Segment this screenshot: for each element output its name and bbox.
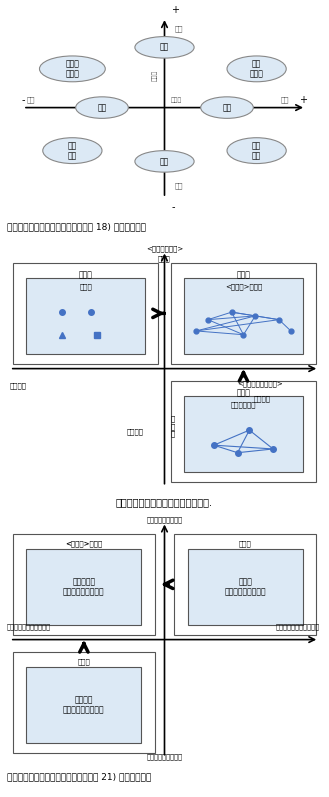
Text: -: - — [21, 96, 25, 105]
FancyBboxPatch shape — [171, 263, 316, 363]
Text: 公共性: 公共性 — [78, 658, 90, 665]
Text: 「相互理解」を重視: 「相互理解」を重視 — [146, 516, 183, 523]
Text: 従来の共同性: 従来の共同性 — [231, 401, 256, 408]
Ellipse shape — [227, 138, 286, 163]
Text: 移住型: 移住型 — [237, 271, 250, 280]
Text: 儀礼的
無関心: 儀礼的 無関心 — [65, 59, 79, 79]
Ellipse shape — [76, 97, 128, 119]
Text: 「組織の結束力」を重視: 「組織の結束力」を重視 — [275, 623, 319, 630]
FancyBboxPatch shape — [171, 381, 316, 481]
FancyBboxPatch shape — [184, 278, 303, 354]
Text: <コミュニティ>: <コミュニティ> — [146, 245, 183, 252]
Text: 緊密な
コミュニケーション: 緊密な コミュニケーション — [224, 577, 266, 597]
Text: +: + — [299, 96, 307, 105]
Text: 共存
共同性: 共存 共同性 — [250, 59, 264, 79]
Text: +: + — [171, 5, 179, 15]
Text: 理論軸: 理論軸 — [152, 69, 158, 81]
Text: 農村型: 農村型 — [237, 389, 250, 398]
Ellipse shape — [39, 56, 105, 82]
Text: 空間的軸: 空間的軸 — [126, 428, 143, 434]
Text: <共創的>共同性: <共創的>共同性 — [65, 540, 103, 547]
Text: 地域志向: 地域志向 — [253, 395, 270, 402]
Ellipse shape — [227, 56, 286, 82]
Text: 個人志向: 個人志向 — [10, 383, 27, 390]
Text: 同化
圧力: 同化 圧力 — [252, 141, 261, 160]
FancyBboxPatch shape — [26, 667, 141, 743]
Ellipse shape — [43, 138, 102, 163]
Text: 公共性: 公共性 — [79, 283, 92, 290]
FancyBboxPatch shape — [13, 263, 158, 363]
Text: 図３　組織のダイアローグとの関連図 21) （一部加筆）: 図３ 組織のダイアローグとの関連図 21) （一部加筆） — [7, 772, 151, 782]
Ellipse shape — [135, 151, 194, 172]
Ellipse shape — [201, 97, 253, 119]
Text: 尊敬: 尊敬 — [160, 43, 169, 52]
Text: 無視: 無視 — [97, 103, 107, 112]
FancyBboxPatch shape — [13, 652, 155, 752]
Text: 創発性: 創発性 — [158, 256, 171, 262]
Text: 効率的な
コミュニケーション: 効率的な コミュニケーション — [63, 695, 105, 715]
FancyBboxPatch shape — [13, 534, 155, 634]
Text: 図２　移住型コミュニティの概念図.: 図２ 移住型コミュニティの概念図. — [116, 497, 213, 507]
Text: 対立
分断: 対立 分断 — [68, 141, 77, 160]
Text: <アソシエーション>: <アソシエーション> — [237, 380, 283, 387]
Text: 「個人の主体性」を重視: 「個人の主体性」を重視 — [7, 623, 51, 630]
FancyBboxPatch shape — [26, 549, 141, 625]
Text: 軽蔑: 軽蔑 — [174, 183, 183, 190]
Text: 尊重: 尊重 — [174, 26, 183, 33]
Text: 感情軸: 感情軸 — [171, 98, 182, 104]
Text: 図１　心理状態と行動に関する考察 18) （一部加筆）: 図１ 心理状態と行動に関する考察 18) （一部加筆） — [7, 222, 145, 232]
Ellipse shape — [135, 37, 194, 58]
Text: オープンな
コミュニケーション: オープンな コミュニケーション — [63, 577, 105, 597]
Text: 都市型: 都市型 — [79, 271, 92, 280]
Text: 共同性: 共同性 — [239, 540, 251, 547]
Text: 「情報伝達」を重視: 「情報伝達」を重視 — [146, 753, 183, 760]
Text: 攻撃: 攻撃 — [160, 157, 169, 166]
Text: -: - — [171, 202, 175, 212]
FancyBboxPatch shape — [26, 278, 145, 354]
Text: 質
的
軸: 質 的 軸 — [171, 415, 175, 438]
FancyBboxPatch shape — [188, 549, 303, 625]
Text: <共創的>共同性: <共創的>共同性 — [225, 283, 262, 290]
Text: 共感: 共感 — [281, 96, 290, 104]
FancyBboxPatch shape — [184, 396, 303, 472]
FancyBboxPatch shape — [174, 534, 316, 634]
Text: 反感: 反感 — [26, 96, 35, 104]
Text: 親交: 親交 — [222, 103, 232, 112]
